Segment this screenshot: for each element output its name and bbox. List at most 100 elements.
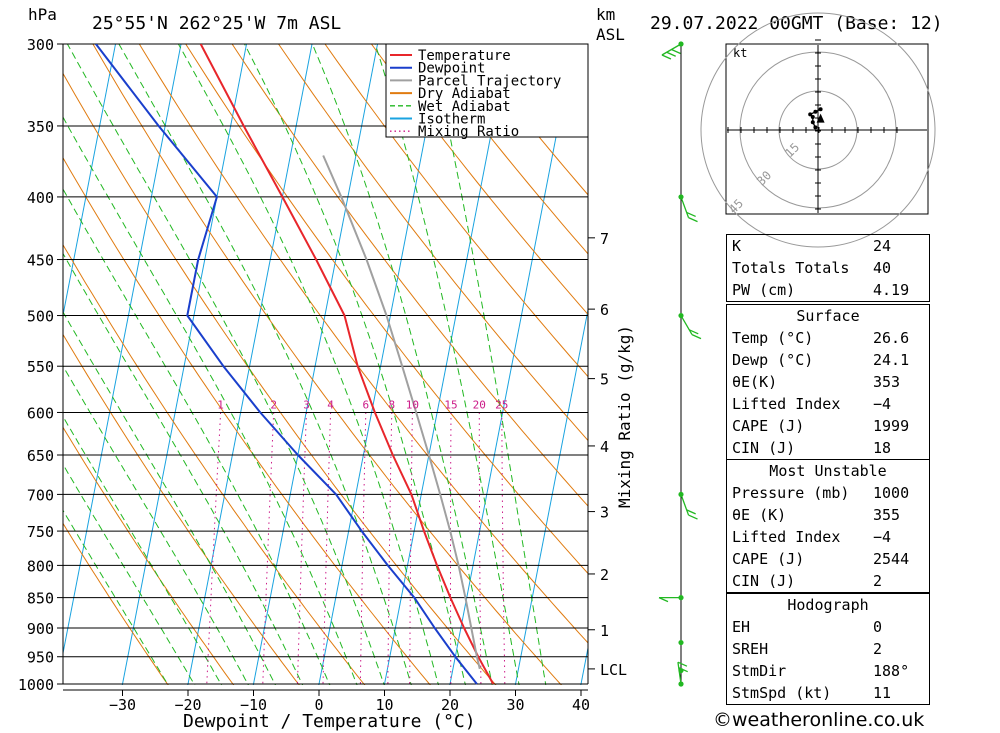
wet-adiabat-line <box>63 252 304 685</box>
mixing-ratio-label: 3 <box>303 398 310 411</box>
surface-row-lifted-index: Lifted Index −4 <box>732 395 892 413</box>
temperature-tick-label: 0 <box>314 696 323 714</box>
wet-adiabat-line <box>63 509 169 685</box>
pressure-tick-label: 1000 <box>18 676 54 694</box>
dry-adiabat-line <box>63 522 169 685</box>
height-unit-label: km <box>596 5 615 24</box>
mixing-ratio-label: 6 <box>362 398 369 411</box>
mixing-ratio-label: 25 <box>495 398 508 411</box>
temperature-tick-label: −20 <box>174 696 201 714</box>
hodograph-point <box>808 112 813 117</box>
storm-motion-marker <box>816 113 825 123</box>
hodograph-point <box>818 107 823 112</box>
surface-indices-table: Surface Temp (°C) 26.6 Dewp (°C) 24.1 θE(K… <box>726 304 930 460</box>
mixing-ratio-line <box>501 412 506 685</box>
height-tick-label: 6 <box>600 301 609 319</box>
mixing-ratio-line <box>206 412 222 685</box>
mixing-ratio-line <box>478 412 482 685</box>
mixing-ratio-line <box>409 412 413 685</box>
isotherm-line <box>63 44 117 318</box>
wind-barb-flag <box>688 329 699 335</box>
mixing-ratio-label: 8 <box>388 398 395 411</box>
surface-row-thetae: θE(K) 353 <box>732 373 901 391</box>
mixing-ratio-line <box>450 412 452 684</box>
datetime-title: 29.07.2022 00GMT (Base: 12) <box>650 13 943 34</box>
wind-barb <box>680 196 690 218</box>
hodograph-point <box>810 120 815 125</box>
credit-link[interactable]: ©weatheronline.co.uk <box>713 709 925 731</box>
height-unit-label-asl: ASL <box>596 25 625 44</box>
profile-temperature <box>199 44 495 685</box>
wet-adiabat-line <box>63 463 196 685</box>
wind-profile <box>658 41 702 687</box>
isotherm-line <box>252 44 379 685</box>
wind-barb-flag <box>688 217 698 223</box>
isotherm-line <box>63 44 182 656</box>
legend-label: Wet Adiabat <box>418 99 511 115</box>
temperature-tick-label: 30 <box>506 696 524 714</box>
isotherm-line <box>0 0 3 710</box>
pressure-unit-label: hPa <box>28 5 57 24</box>
height-tick-label: 5 <box>600 371 609 389</box>
legend-label: Parcel Trajectory <box>418 73 561 89</box>
legend-box <box>385 43 589 138</box>
unstable-row-thetae: θE (K) 355 <box>732 506 901 524</box>
unstable-row-cin: CIN (J) 2 <box>732 572 883 590</box>
height-tick-label: 7 <box>600 230 609 248</box>
wet-adiabat-line <box>63 116 358 685</box>
height-tick-label: 4 <box>600 438 609 456</box>
mixing-ratio-line <box>262 412 275 685</box>
index-row-k: K 24 <box>732 237 892 255</box>
location-title: 25°55'N 262°25'W 7m ASL <box>92 13 341 34</box>
mixing-ratio-line <box>387 412 393 684</box>
wind-barb <box>680 315 693 335</box>
wet-adiabat-line <box>374 44 520 685</box>
dry-adiabat-line <box>277 44 588 442</box>
mixing-ratio-line <box>297 412 307 685</box>
hodograph-unit-label: kt <box>733 46 747 60</box>
mixing-ratio-axis-label: Mixing Ratio (g/kg) <box>615 325 634 508</box>
wind-barb-flag <box>666 51 676 57</box>
isotherm-line <box>514 307 588 685</box>
sounding-profiles <box>95 44 495 685</box>
hodograph-indices-table: Hodograph EH 0 SREH 2 StmDir 188° StmSpd (k… <box>726 593 930 705</box>
mixing-ratio-label: 4 <box>327 398 334 411</box>
hodograph-box <box>725 43 929 215</box>
pressure-tick-label: 450 <box>27 252 54 270</box>
wind-barb-flag <box>691 333 702 340</box>
profile-parcel-trajectory <box>322 155 481 670</box>
pressure-tick-label: 500 <box>27 308 54 326</box>
wet-adiabat-line <box>63 415 223 685</box>
mixing-ratio-line <box>359 412 367 685</box>
height-tick-label: 2 <box>600 566 609 584</box>
unstable-row-cape: CAPE (J) 2544 <box>732 550 910 568</box>
pressure-tick-label: 900 <box>27 620 54 638</box>
wet-adiabat-line <box>177 44 439 685</box>
legend-label: Dry Adiabat <box>418 86 511 102</box>
legend-label: Mixing Ratio <box>418 124 519 140</box>
wet-adiabat-line <box>311 44 493 685</box>
height-tick-label: 1 <box>600 622 609 640</box>
wind-barb-flag <box>671 48 681 55</box>
index-row-totals: Totals Totals 40 <box>732 259 892 277</box>
mixing-ratio-label: 20 <box>473 398 486 411</box>
pressure-tick-label: 850 <box>27 590 54 608</box>
hodograph-ring <box>700 12 936 248</box>
wind-barb-flag <box>677 661 688 667</box>
wind-barb <box>677 662 682 685</box>
legend-label: Temperature <box>418 48 511 64</box>
wet-adiabat-line <box>118 44 412 685</box>
hodograph-point <box>810 115 815 119</box>
dry-adiabat-line <box>370 44 588 316</box>
pressure-tick-label: 400 <box>27 189 54 207</box>
mixing-ratio-line <box>322 412 332 685</box>
surface-row-temp: Temp (°C) 26.6 <box>732 329 910 347</box>
isotherm-line <box>121 44 248 685</box>
pressure-tick-label: 800 <box>27 557 54 575</box>
legend-label: Dewpoint <box>418 61 485 77</box>
mixing-ratio-label: 1 <box>217 398 224 411</box>
wind-barb-flag <box>678 667 688 673</box>
